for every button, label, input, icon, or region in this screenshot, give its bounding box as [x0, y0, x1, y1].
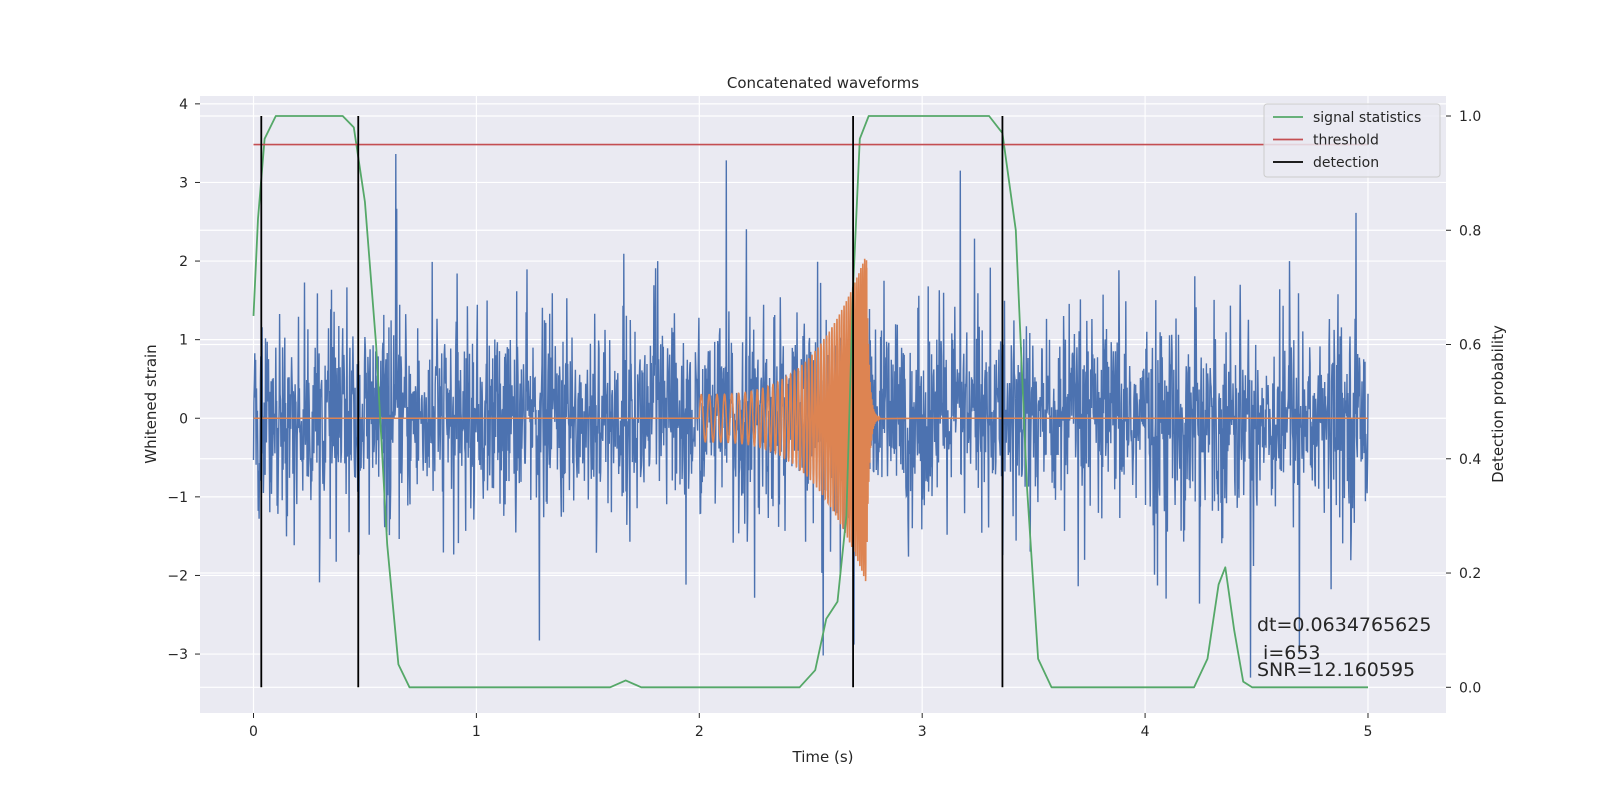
y2-tick-label: 0.0	[1459, 680, 1481, 696]
y2-axis-label: Detection probability	[1489, 325, 1507, 483]
annotation-index: i=653	[1257, 642, 1321, 664]
signal-statistics-line	[252, 115, 1368, 689]
x-tick-label: 2	[695, 724, 704, 740]
x-tick-label: 3	[918, 724, 927, 740]
strain-series-line	[252, 153, 1369, 678]
y2-tick-label: 0.2	[1459, 566, 1481, 582]
y-tick-label: −3	[167, 647, 188, 663]
x-tick-label: 5	[1364, 724, 1373, 740]
y2-tick-label: 0.4	[1459, 452, 1481, 468]
legend-label: threshold	[1313, 133, 1379, 149]
x-tick-label: 0	[249, 724, 258, 740]
y-tick-label: −2	[167, 568, 188, 584]
x-tick-label: 4	[1141, 724, 1150, 740]
y2-tick-label: 0.8	[1459, 223, 1481, 239]
y-tick-label: 0	[179, 411, 188, 427]
x-axis-label: Time (s)	[792, 748, 854, 766]
y-tick-label: 3	[179, 175, 188, 191]
chart-title: Concatenated waveforms	[727, 74, 919, 92]
y-tick-label: 1	[179, 333, 188, 349]
legend-label: detection	[1313, 155, 1379, 171]
y-tick-label: −1	[167, 490, 188, 506]
legend-label: signal statistics	[1313, 110, 1421, 126]
y2-tick-label: 1.0	[1459, 109, 1481, 125]
injected-series-line	[253, 258, 1368, 582]
legend: signal statistics threshold detection	[1263, 103, 1441, 178]
y-axis-label: Whitened strain	[142, 344, 160, 463]
legend-box	[1263, 103, 1441, 178]
ticks: 0 1 2 3 4 5 −3 −2 −1 0 1 2 3 4 0.0 0.2 0.4 0.6 0.8 1.0	[167, 97, 1481, 740]
x-tick-label: 1	[472, 724, 481, 740]
annotation-snr: SNR=12.160595	[1257, 659, 1415, 681]
annotation-dt: dt=0.0634765625	[1257, 614, 1431, 636]
series-layer	[252, 115, 1369, 689]
y-tick-label: 2	[179, 254, 188, 270]
y2-tick-label: 0.6	[1459, 338, 1481, 354]
y-tick-label: 4	[179, 97, 188, 113]
annotations: dt=0.0634765625 i=653 SNR=12.160595	[1257, 614, 1431, 681]
